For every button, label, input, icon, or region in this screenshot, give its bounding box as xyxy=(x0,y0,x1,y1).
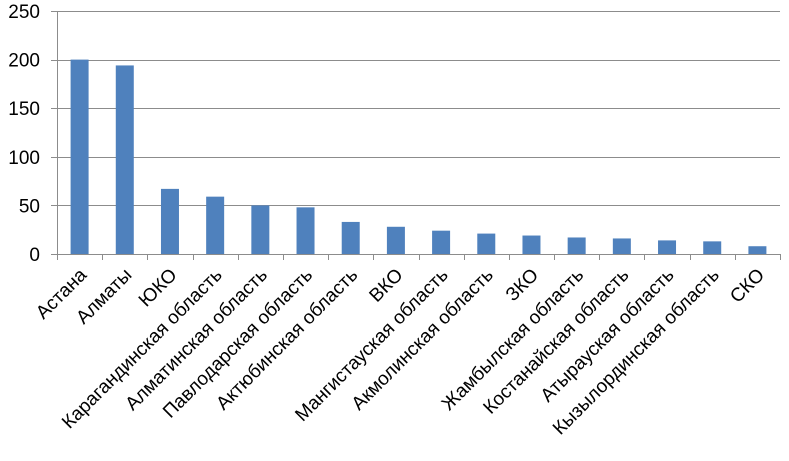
y-tick-label-250: 250 xyxy=(8,2,40,23)
bar-16 xyxy=(748,246,767,254)
y-tick-label-100: 100 xyxy=(8,148,40,169)
y-tick-label-150: 150 xyxy=(8,99,40,120)
bar-2 xyxy=(115,65,134,254)
bar-9 xyxy=(432,230,451,254)
gridlines xyxy=(57,11,780,206)
x-tick-label-16: СКО xyxy=(726,265,769,308)
bar-1 xyxy=(70,59,89,254)
bar-5 xyxy=(251,205,270,254)
y-tick-labels: 0 50 100 150 200 250 xyxy=(8,2,40,266)
y-tick-label-50: 50 xyxy=(19,196,40,217)
bar-12 xyxy=(567,237,586,254)
bar-3 xyxy=(160,188,179,254)
bar-15 xyxy=(703,241,722,254)
bars xyxy=(70,59,767,254)
bar-10 xyxy=(477,233,496,254)
bar-13 xyxy=(612,238,631,254)
bar-14 xyxy=(658,240,677,254)
bar-11 xyxy=(522,235,541,254)
bar-6 xyxy=(296,207,315,254)
y-tick-label-0: 0 xyxy=(29,245,40,266)
x-tick-label-11: ЗКО xyxy=(502,265,543,306)
bar-7 xyxy=(341,221,360,254)
bar-4 xyxy=(206,196,225,254)
y-tick-label-200: 200 xyxy=(8,51,40,72)
bar-8 xyxy=(386,226,405,254)
axes xyxy=(51,11,781,260)
